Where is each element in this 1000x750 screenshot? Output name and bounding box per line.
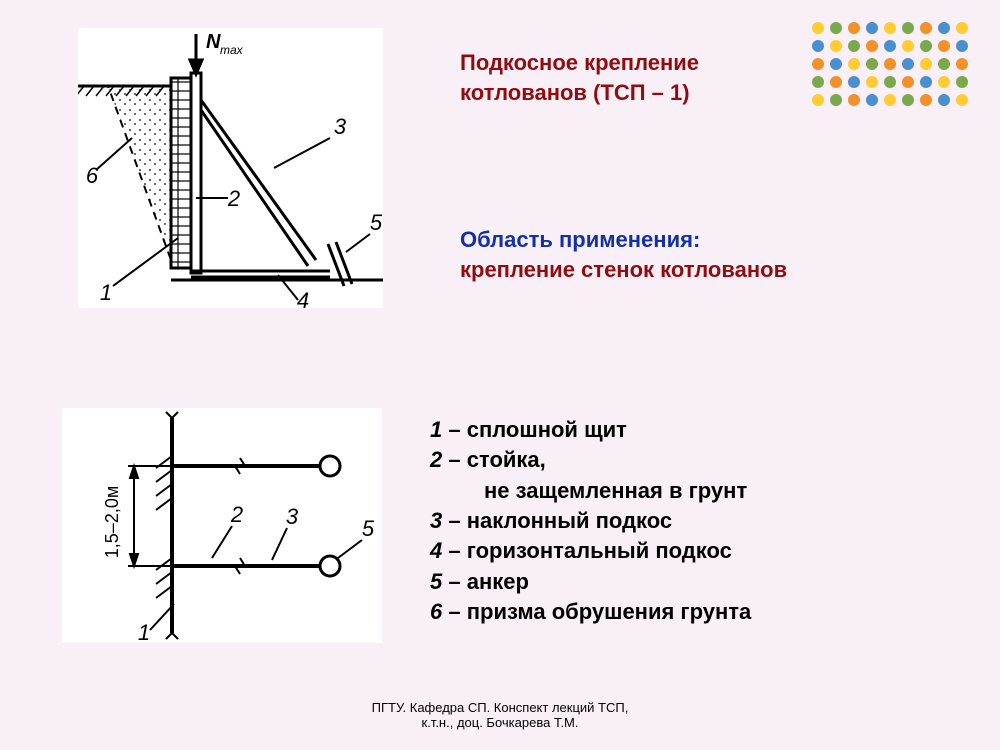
slide-title: Подкосное крепление котлованов (ТСП – 1) — [460, 48, 910, 107]
svg-text:3: 3 — [334, 114, 347, 139]
legend: 1 – сплошной щит2 – стойка,не защемленна… — [430, 415, 970, 628]
legend-item: 4 – горизонтальный подкос — [430, 536, 970, 566]
svg-text:N: N — [206, 31, 221, 53]
svg-text:1: 1 — [138, 620, 150, 643]
legend-item: 5 – анкер — [430, 567, 970, 597]
slide: N max 1 6 2 3 4 5 — [0, 0, 1000, 750]
footer-line-2: к.т.н., доц. Бочкарева Т.М. — [0, 715, 1000, 730]
svg-text:2: 2 — [227, 186, 240, 211]
scope-block: Область применения: крепление стенок кот… — [460, 225, 930, 284]
legend-item: 2 – стойка, — [430, 445, 970, 475]
footer: ПГТУ. Кафедра СП. Конспект лекций ТСП, к… — [0, 700, 1000, 730]
legend-item-sub: не защемленная в грунт — [430, 476, 970, 506]
svg-text:2: 2 — [230, 502, 243, 527]
svg-text:3: 3 — [286, 504, 299, 529]
svg-text:5: 5 — [370, 210, 383, 235]
scope-text: крепление стенок котлованов — [460, 255, 930, 285]
footer-line-1: ПГТУ. Кафедра СП. Конспект лекций ТСП, — [0, 700, 1000, 715]
legend-item: 6 – призма обрушения грунта — [430, 597, 970, 627]
legend-item: 1 – сплошной щит — [430, 415, 970, 445]
svg-text:5: 5 — [362, 516, 375, 541]
title-line-1: Подкосное крепление — [460, 48, 910, 78]
dim-label: 1,5–2,0м — [102, 486, 122, 558]
svg-text:max: max — [220, 43, 244, 57]
svg-text:1: 1 — [100, 280, 112, 305]
svg-text:6: 6 — [86, 163, 99, 188]
figure-plan-view: 1,5–2,0м 1 2 3 5 — [62, 408, 382, 643]
figure-section-view: N max 1 6 2 3 4 5 — [78, 28, 383, 308]
scope-label: Область применения: — [460, 225, 930, 255]
legend-item: 3 – наклонный подкос — [430, 506, 970, 536]
title-line-2: котлованов (ТСП – 1) — [460, 78, 910, 108]
svg-text:4: 4 — [297, 288, 309, 308]
